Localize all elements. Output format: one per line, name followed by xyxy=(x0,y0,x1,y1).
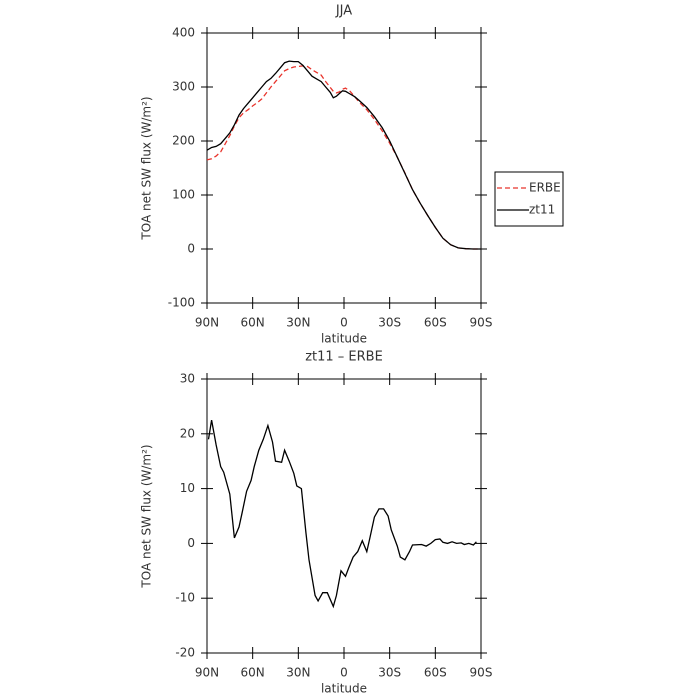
x-tick-label: 90N xyxy=(195,666,219,680)
y-tick-label: 0 xyxy=(187,536,195,550)
data-line xyxy=(206,65,481,250)
data-line xyxy=(207,419,477,609)
legend-label: ERBE xyxy=(529,181,561,195)
x-tick-label: 30S xyxy=(378,316,401,330)
x-axis-label: latitude xyxy=(321,332,367,346)
x-tick-label: 60N xyxy=(241,316,265,330)
y-tick-label: -20 xyxy=(175,646,195,660)
data-line xyxy=(206,60,481,250)
y-tick-label: 400 xyxy=(172,26,195,40)
y-tick-label: 20 xyxy=(180,426,195,440)
x-tick-label: 30N xyxy=(286,316,310,330)
x-tick-label: 60N xyxy=(241,666,265,680)
plot-frame xyxy=(206,32,482,304)
y-tick-label: 300 xyxy=(172,80,195,94)
x-tick-label: 90N xyxy=(195,316,219,330)
x-tick-label: 90S xyxy=(470,666,493,680)
y-axis-label: TOA net SW flux (W/m²) xyxy=(140,96,154,240)
y-tick-label: 0 xyxy=(187,242,195,256)
plot-frame xyxy=(206,378,482,654)
y-tick-label: -10 xyxy=(175,591,195,605)
y-tick-label: 10 xyxy=(180,481,195,495)
y-tick-label: 100 xyxy=(172,188,195,202)
y-axis-label: TOA net SW flux (W/m²) xyxy=(140,444,154,588)
x-tick-label: 90S xyxy=(470,316,493,330)
x-tick-label: 30N xyxy=(286,666,310,680)
x-tick-label: 60S xyxy=(424,666,447,680)
chart-title: JJA xyxy=(335,4,352,19)
x-tick-label: 30S xyxy=(378,666,401,680)
x-axis-label: latitude xyxy=(321,682,367,696)
y-tick-label: 30 xyxy=(180,372,195,386)
legend-box xyxy=(494,171,564,227)
x-tick-label: 60S xyxy=(424,316,447,330)
y-tick-label: -100 xyxy=(168,296,195,310)
legend-label: zt11 xyxy=(529,203,555,217)
chart-title: zt11 – ERBE xyxy=(305,350,383,365)
x-tick-label: 0 xyxy=(340,316,348,330)
x-tick-label: 0 xyxy=(340,666,348,680)
y-tick-label: 200 xyxy=(172,134,195,148)
